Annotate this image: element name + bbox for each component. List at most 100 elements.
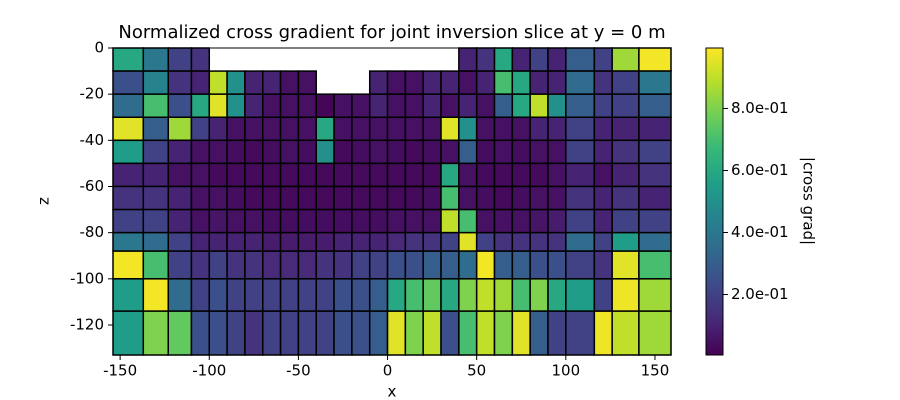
- cell: [422, 70, 442, 95]
- cell: [440, 278, 460, 312]
- cell: [142, 139, 170, 165]
- cell: [262, 139, 282, 165]
- cell: [593, 116, 613, 142]
- cell: [351, 139, 371, 165]
- cell: [190, 231, 211, 252]
- cell: [511, 116, 531, 142]
- x-tick-label: 0: [383, 362, 393, 380]
- cell: [226, 250, 246, 280]
- cell: [167, 231, 193, 252]
- y-tick-label: -20: [80, 85, 105, 103]
- cell: [404, 185, 424, 211]
- cell: [279, 250, 300, 280]
- cell: [529, 310, 549, 356]
- cell: [262, 93, 282, 118]
- cell: [458, 93, 478, 118]
- cell: [315, 250, 335, 280]
- x-tick-label: 150: [641, 362, 670, 380]
- cell: [511, 310, 531, 356]
- cell: [333, 139, 353, 165]
- cell: [262, 70, 282, 95]
- x-axis-label: x: [388, 383, 397, 400]
- colorbar-tick-label: 6.0e-01: [731, 161, 789, 179]
- cell: [422, 116, 442, 142]
- cell: [593, 185, 613, 211]
- x-tick-label: -50: [286, 362, 311, 380]
- cell: [368, 310, 389, 356]
- cell: [458, 231, 478, 252]
- cell: [475, 70, 496, 95]
- cell: [315, 139, 335, 165]
- cell: [244, 208, 264, 234]
- cell: [611, 250, 640, 280]
- cell: [208, 310, 228, 356]
- cell: [112, 162, 145, 188]
- cell: [297, 93, 317, 118]
- cell: [638, 310, 672, 356]
- cell: [315, 208, 335, 234]
- cell: [493, 185, 514, 211]
- cell: [351, 93, 371, 118]
- cell: [565, 139, 596, 165]
- cell: [458, 208, 478, 234]
- x-tick-label: 100: [551, 362, 580, 380]
- cell: [297, 278, 317, 312]
- x-tick-label: -150: [103, 362, 137, 380]
- cell: [440, 162, 460, 188]
- cell: [493, 70, 514, 95]
- cell: [142, 116, 170, 142]
- cell: [593, 93, 613, 118]
- cell: [142, 47, 170, 72]
- cell: [493, 162, 514, 188]
- y-tick-label: -80: [80, 223, 105, 241]
- cell: [593, 278, 613, 312]
- cell: [422, 162, 442, 188]
- cell: [593, 162, 613, 188]
- cell: [638, 208, 672, 234]
- cell: [422, 185, 442, 211]
- x-tick-label: -100: [192, 362, 226, 380]
- cell: [297, 231, 317, 252]
- cell: [493, 47, 514, 72]
- cell: [475, 310, 496, 356]
- cell: [593, 310, 613, 356]
- cell: [404, 139, 424, 165]
- cell: [638, 93, 672, 118]
- cell: [226, 70, 246, 95]
- cell: [511, 231, 531, 252]
- cell: [611, 162, 640, 188]
- cell: [611, 47, 640, 72]
- cell: [565, 70, 596, 95]
- cell: [458, 310, 478, 356]
- cell: [112, 139, 145, 165]
- cell: [611, 231, 640, 252]
- cell: [611, 185, 640, 211]
- cell: [351, 162, 371, 188]
- cell: [279, 208, 300, 234]
- cell: [142, 231, 170, 252]
- cell: [565, 116, 596, 142]
- cell: [226, 208, 246, 234]
- cell: [440, 139, 460, 165]
- cell: [529, 185, 549, 211]
- cell: [422, 208, 442, 234]
- cell: [547, 231, 567, 252]
- cell: [167, 310, 193, 356]
- cell: [190, 278, 211, 312]
- cell: [262, 310, 282, 356]
- cell: [422, 310, 442, 356]
- cell: [440, 250, 460, 280]
- colorbar-tick-label: 2.0e-01: [731, 285, 789, 303]
- cell: [458, 162, 478, 188]
- cell: [208, 116, 228, 142]
- cell: [611, 70, 640, 95]
- cell: [593, 231, 613, 252]
- cell: [458, 139, 478, 165]
- cell: [440, 208, 460, 234]
- cell: [333, 185, 353, 211]
- cell: [351, 250, 371, 280]
- cell: [351, 278, 371, 312]
- cell: [368, 139, 389, 165]
- cell: [279, 93, 300, 118]
- cell: [386, 231, 407, 252]
